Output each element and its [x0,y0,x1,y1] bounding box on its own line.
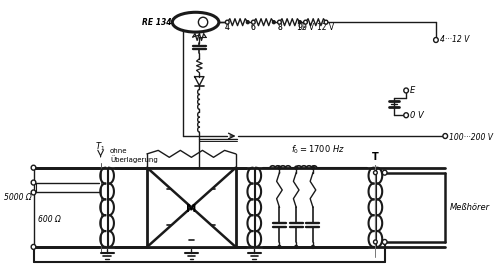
Text: $T_1$: $T_1$ [96,141,106,153]
Circle shape [31,165,36,170]
Text: 12 V: 12 V [318,23,334,32]
Circle shape [278,166,281,169]
Circle shape [295,245,298,248]
Text: 6: 6 [251,23,256,32]
Text: 4: 4 [225,23,230,32]
Text: 600 Ω: 600 Ω [38,215,61,224]
Text: 8: 8 [277,23,282,32]
Ellipse shape [172,12,219,32]
Circle shape [382,240,387,244]
Text: 6: 6 [251,23,256,32]
Text: Meßhörer: Meßhörer [450,203,490,212]
Circle shape [278,20,281,24]
Text: 12 V: 12 V [318,23,334,32]
Text: 4: 4 [225,23,230,32]
Text: RE 134: RE 134 [142,18,172,27]
Text: 0 V: 0 V [410,111,424,120]
Circle shape [382,170,387,175]
Bar [147,168,236,247]
Circle shape [272,21,275,24]
Circle shape [374,171,377,175]
Text: T: T [372,152,379,162]
Circle shape [404,88,408,93]
Circle shape [31,190,36,195]
Circle shape [226,20,229,24]
Circle shape [246,21,249,24]
Circle shape [298,21,302,24]
Circle shape [31,180,36,185]
Polygon shape [168,225,171,229]
Text: 4: 4 [225,23,230,32]
Text: 9: 9 [298,23,302,32]
Text: E: E [410,86,415,95]
Circle shape [31,244,36,249]
Text: 12 V: 12 V [297,23,314,32]
Text: ohne
Überlagerung: ohne Überlagerung [110,148,158,163]
Circle shape [278,245,281,248]
Polygon shape [168,186,171,189]
Circle shape [324,21,328,24]
Text: 8: 8 [277,23,282,32]
Circle shape [312,166,314,169]
Polygon shape [189,235,194,240]
Circle shape [374,240,377,244]
Circle shape [304,20,308,24]
Circle shape [295,166,298,169]
Text: 9: 9 [301,23,306,32]
Text: 9: 9 [301,23,306,32]
Text: $f_0 = 1700\ Hz$: $f_0 = 1700\ Hz$ [290,144,344,156]
Circle shape [434,37,438,42]
Text: 4···12 V: 4···12 V [440,35,469,45]
Text: 6: 6 [251,23,256,32]
Circle shape [404,113,408,118]
Polygon shape [212,186,216,189]
Text: 8: 8 [277,23,282,32]
Polygon shape [212,225,216,229]
Circle shape [198,17,207,27]
Text: M: M [186,204,196,214]
Circle shape [252,20,255,24]
Text: 5000 Ω: 5000 Ω [4,193,32,202]
Circle shape [443,134,448,138]
Text: 100···200 V: 100···200 V [449,132,493,142]
Circle shape [312,245,314,248]
Circle shape [324,20,328,24]
